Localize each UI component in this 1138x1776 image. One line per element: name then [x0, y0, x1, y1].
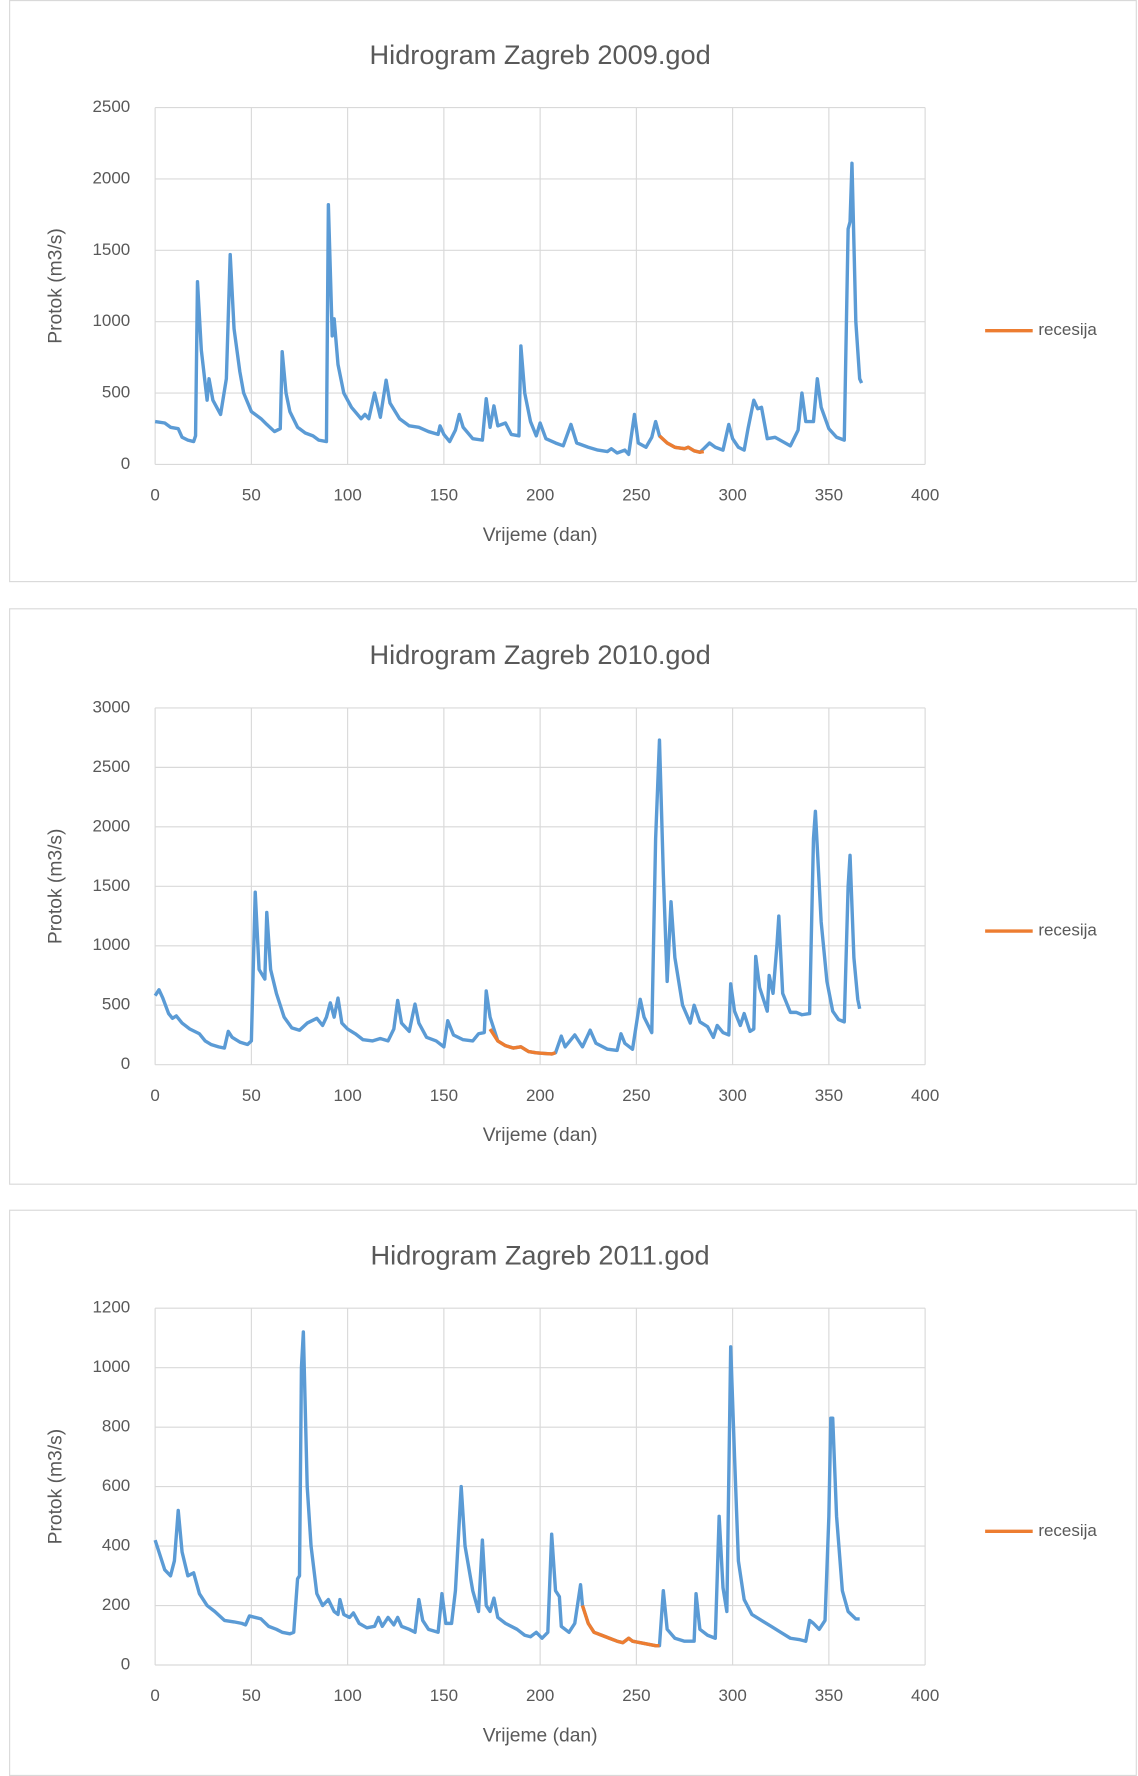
x-tick-label: 150 — [430, 486, 458, 505]
y-axis-title: Protok (m3/s) — [46, 829, 67, 945]
x-tick-label: 250 — [622, 486, 650, 505]
x-axis-title: Vrijeme (dan) — [483, 1125, 598, 1146]
x-tick-label: 350 — [815, 1686, 843, 1705]
y-tick-label: 800 — [102, 1417, 130, 1436]
x-tick-label: 200 — [526, 1686, 554, 1705]
y-tick-label: 1000 — [92, 935, 130, 954]
x-tick-label: 200 — [526, 1086, 554, 1105]
y-tick-label: 0 — [121, 1054, 130, 1073]
y-tick-label: 1500 — [92, 240, 130, 259]
y-tick-label: 500 — [102, 383, 130, 402]
y-tick-label: 2500 — [92, 757, 130, 776]
y-tick-label: 0 — [121, 1654, 130, 1673]
chart-frame — [9, 0, 1137, 583]
x-tick-label: 50 — [242, 1686, 261, 1705]
x-tick-label: 0 — [150, 1086, 159, 1105]
x-tick-label: 300 — [718, 486, 746, 505]
x-tick-label: 400 — [911, 486, 939, 505]
x-tick-label: 250 — [622, 1086, 650, 1105]
y-tick-label: 400 — [102, 1536, 130, 1555]
y-tick-label: 2000 — [92, 168, 130, 187]
data-line — [153, 1330, 860, 1648]
y-axis-title: Protok (m3/s) — [46, 1429, 67, 1545]
chart-title: Hidrogram Zagreb 2011.god — [371, 1239, 710, 1270]
y-tick-label: 3000 — [92, 697, 130, 716]
x-tick-label: 150 — [430, 1086, 458, 1105]
legend-label: recesija — [1038, 1521, 1097, 1540]
y-tick-label: 1000 — [92, 311, 130, 330]
x-tick-label: 50 — [242, 1086, 261, 1105]
data-line — [488, 1028, 557, 1056]
y-tick-label: 1500 — [92, 876, 130, 895]
y-tick-label: 500 — [102, 995, 130, 1014]
x-tick-label: 0 — [150, 1686, 159, 1705]
data-line — [658, 434, 705, 454]
data-line — [154, 161, 864, 457]
legend-label: recesija — [1038, 921, 1097, 940]
chart-title: Hidrogram Zagreb 2010.god — [370, 639, 711, 670]
y-tick-label: 2500 — [92, 97, 130, 116]
x-tick-label: 350 — [815, 1086, 843, 1105]
x-tick-label: 200 — [526, 486, 554, 505]
x-tick-label: 150 — [430, 1686, 458, 1705]
x-tick-label: 350 — [815, 486, 843, 505]
x-tick-label: 250 — [622, 1686, 650, 1705]
x-tick-label: 100 — [333, 1086, 361, 1105]
legend-label: recesija — [1038, 320, 1097, 339]
chart-title: Hidrogram Zagreb 2009.god — [370, 39, 711, 70]
x-axis-title: Vrijeme (dan) — [483, 1725, 598, 1746]
x-tick-label: 100 — [333, 486, 361, 505]
x-tick-label: 400 — [911, 1086, 939, 1105]
y-tick-label: 0 — [121, 454, 130, 473]
chart-frame — [9, 608, 1137, 1185]
chart-frame — [9, 1209, 1137, 1776]
x-tick-label: 0 — [150, 486, 159, 505]
y-tick-label: 1000 — [92, 1357, 130, 1376]
y-axis-title: Protok (m3/s) — [46, 228, 67, 344]
y-tick-label: 600 — [102, 1476, 130, 1495]
x-tick-label: 300 — [718, 1686, 746, 1705]
x-tick-label: 50 — [242, 486, 261, 505]
y-tick-label: 2000 — [92, 816, 130, 835]
x-tick-label: 400 — [911, 1686, 939, 1705]
x-tick-label: 100 — [333, 1686, 361, 1705]
y-tick-label: 1200 — [92, 1298, 130, 1317]
x-axis-title: Vrijeme (dan) — [483, 525, 598, 546]
data-line — [580, 1605, 660, 1648]
x-tick-label: 300 — [718, 1086, 746, 1105]
y-tick-label: 200 — [102, 1595, 130, 1614]
